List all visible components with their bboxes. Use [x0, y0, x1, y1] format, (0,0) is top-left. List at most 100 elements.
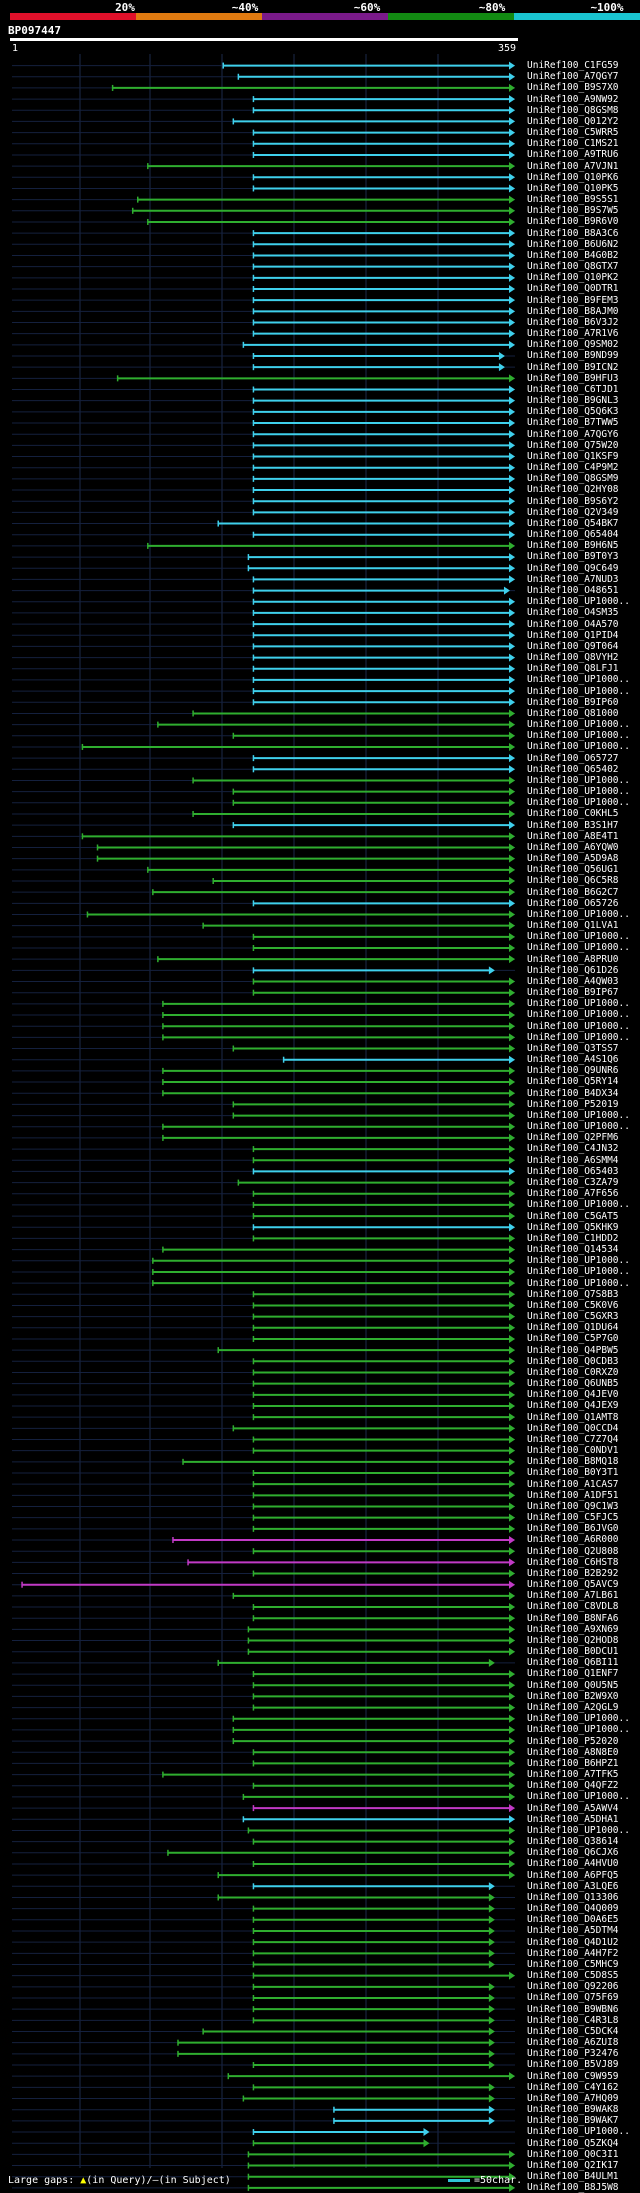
hit-label[interactable]: UniRef100_Q2IK17 — [527, 2159, 619, 2171]
hit-label[interactable]: UniRef100_B9R6V0 — [527, 216, 619, 228]
hit-label[interactable]: UniRef100_Q5ZKQ4 — [527, 2137, 619, 2149]
hit-label[interactable]: UniRef100_B9S7W5 — [527, 205, 619, 217]
hit-label[interactable]: UniRef100_Q5AVC9 — [527, 1579, 619, 1591]
hit-label[interactable]: UniRef100_Q5RY14 — [527, 1076, 619, 1088]
hit-label[interactable]: UniRef100_C3ZA79 — [527, 1177, 619, 1188]
hit-label[interactable]: UniRef100_C8VDL8 — [527, 1601, 619, 1613]
hit-label[interactable]: UniRef100_B9IP60 — [527, 696, 619, 708]
hit-label[interactable]: UniRef100_Q2HY08 — [527, 484, 619, 496]
hit-label[interactable]: UniRef100_B9FEM3 — [527, 294, 619, 306]
hit-label[interactable]: UniRef100_B9WAK8 — [527, 2104, 619, 2116]
hit-label[interactable]: UniRef100_Q1PID4 — [527, 629, 619, 641]
hit-label[interactable]: UniRef100_UP1000.. — [527, 931, 630, 943]
hit-label[interactable]: UniRef100_UP1000.. — [527, 1031, 630, 1043]
hit-label[interactable]: UniRef100_A7R1V6 — [527, 328, 619, 340]
hit-label[interactable]: UniRef100_Q92206 — [527, 1981, 619, 1993]
hit-label[interactable]: UniRef100_D0A6E5 — [527, 1914, 619, 1926]
hit-label[interactable]: UniRef100_Q14534 — [527, 1244, 619, 1256]
hit-label[interactable]: UniRef100_A2QGL9 — [527, 1701, 619, 1713]
hit-label[interactable]: UniRef100_Q56UG1 — [527, 864, 619, 876]
hit-label[interactable]: UniRef100_A1DF51 — [527, 1489, 619, 1501]
hit-label[interactable]: UniRef100_UP1000.. — [527, 1255, 630, 1267]
hit-label[interactable]: UniRef100_B9GNL3 — [527, 395, 619, 407]
hit-label[interactable]: UniRef100_Q13306 — [527, 1891, 619, 1903]
hit-label[interactable]: UniRef100_C6TJD1 — [527, 383, 619, 395]
hit-label[interactable]: UniRef100_Q4D1U2 — [527, 1936, 619, 1948]
hit-label[interactable]: UniRef100_Q2V349 — [527, 506, 619, 518]
hit-label[interactable]: UniRef100_B0DCU1 — [527, 1646, 619, 1658]
hit-label[interactable]: UniRef100_C1HDD2 — [527, 1232, 619, 1244]
hit-label[interactable]: UniRef100_UP1000.. — [527, 1791, 630, 1803]
hit-label[interactable]: UniRef100_A7HQ09 — [527, 2092, 619, 2104]
hit-label[interactable]: UniRef100_UP1000.. — [527, 1713, 630, 1725]
hit-label[interactable]: UniRef100_B9S6Y2 — [527, 495, 619, 507]
hit-label[interactable]: UniRef100_B2B292 — [527, 1567, 619, 1579]
hit-label[interactable]: UniRef100_Q7S8B3 — [527, 1288, 619, 1300]
hit-label[interactable]: UniRef100_B4ULM1 — [527, 2171, 619, 2183]
hit-label[interactable]: UniRef100_A4HVU0 — [527, 1858, 619, 1870]
hit-label[interactable]: UniRef100_C5GAT5 — [527, 1210, 619, 1222]
hit-label[interactable]: UniRef100_A4QW03 — [527, 975, 619, 987]
hit-label[interactable]: UniRef100_UP1000.. — [527, 730, 630, 742]
hit-label[interactable]: UniRef100_C4P9M2 — [527, 462, 619, 474]
hit-label[interactable]: UniRef100_A5DTM4 — [527, 1925, 619, 1937]
hit-label[interactable]: UniRef100_B2W9X0 — [527, 1690, 619, 1702]
hit-label[interactable]: UniRef100_A8E4T1 — [527, 830, 619, 842]
hit-label[interactable]: UniRef100_Q0C3I1 — [527, 2148, 619, 2160]
hit-label[interactable]: UniRef100_C0KHL5 — [527, 808, 619, 820]
hit-label[interactable]: UniRef100_C0NDV1 — [527, 1445, 619, 1457]
hit-label[interactable]: UniRef100_B6HPZ1 — [527, 1757, 619, 1769]
hit-label[interactable]: UniRef100_Q0U5N5 — [527, 1679, 619, 1691]
hit-label[interactable]: UniRef100_Q9UNR6 — [527, 1065, 619, 1077]
hit-label[interactable]: UniRef100_Q10PK6 — [527, 171, 619, 183]
hit-label[interactable]: UniRef100_C4R3L8 — [527, 2014, 619, 2026]
hit-label[interactable]: UniRef100_B9H6N5 — [527, 540, 619, 552]
hit-label[interactable]: UniRef100_A6R000 — [527, 1534, 619, 1546]
hit-label[interactable]: UniRef100_A5D9A8 — [527, 853, 619, 865]
hit-label[interactable]: UniRef100_UP1000.. — [527, 998, 630, 1010]
hit-label[interactable]: UniRef100_UP1000.. — [527, 1824, 630, 1836]
hit-label[interactable]: UniRef100_C5MHC9 — [527, 1958, 619, 1970]
hit-label[interactable]: UniRef100_B6U6N2 — [527, 238, 619, 250]
hit-label[interactable]: UniRef100_UP1000.. — [527, 1109, 630, 1121]
hit-label[interactable]: UniRef100_B9S7X0 — [527, 82, 619, 94]
hit-label[interactable]: UniRef100_Q9SM02 — [527, 339, 619, 351]
hit-label[interactable]: UniRef100_Q10PK5 — [527, 182, 619, 194]
hit-label[interactable]: UniRef100_A6ZUI8 — [527, 2037, 619, 2049]
hit-label[interactable]: UniRef100_B8AJM0 — [527, 305, 619, 317]
hit-label[interactable]: UniRef100_C4JN32 — [527, 1143, 619, 1155]
hit-label[interactable]: UniRef100_Q4PBW5 — [527, 1344, 619, 1356]
hit-label[interactable]: UniRef100_B8J5W8 — [527, 2182, 619, 2193]
hit-label[interactable]: UniRef100_A7NUD3 — [527, 573, 619, 585]
hit-label[interactable]: UniRef100_C7Z7Q4 — [527, 1433, 619, 1445]
hit-label[interactable]: UniRef100_O65727 — [527, 752, 619, 764]
hit-label[interactable]: UniRef100_C5D8S5 — [527, 1970, 619, 1982]
hit-label[interactable]: UniRef100_C5P7G0 — [527, 1333, 619, 1345]
hit-label[interactable]: UniRef100_A7TFK5 — [527, 1769, 619, 1780]
hit-label[interactable]: UniRef100_A3LQE6 — [527, 1880, 619, 1892]
hit-label[interactable]: UniRef100_P32476 — [527, 2048, 619, 2060]
hit-label[interactable]: UniRef100_Q8GSM9 — [527, 473, 619, 485]
hit-label[interactable]: UniRef100_A9NW92 — [527, 93, 619, 105]
hit-label[interactable]: UniRef100_B9WBN6 — [527, 2003, 619, 2015]
hit-label[interactable]: UniRef100_Q4JEV0 — [527, 1389, 619, 1401]
hit-label[interactable]: UniRef100_Q1AMT8 — [527, 1411, 619, 1423]
hit-label[interactable]: UniRef100_Q3TSS7 — [527, 1042, 619, 1054]
hit-label[interactable]: UniRef100_C6HST8 — [527, 1556, 619, 1568]
hit-label[interactable]: UniRef100_C5K0V6 — [527, 1299, 619, 1311]
hit-label[interactable]: UniRef100_UP1000.. — [527, 685, 630, 697]
hit-label[interactable]: UniRef100_UP1000.. — [527, 1199, 630, 1211]
hit-label[interactable]: UniRef100_O4A570 — [527, 618, 619, 630]
hit-label[interactable]: UniRef100_Q6C5R8 — [527, 875, 619, 887]
hit-label[interactable]: UniRef100_C5FJC5 — [527, 1512, 619, 1524]
hit-label[interactable]: UniRef100_UP1000.. — [527, 741, 630, 753]
hit-label[interactable]: UniRef100_Q0DTR1 — [527, 283, 619, 295]
hit-label[interactable]: UniRef100_A5AWV4 — [527, 1802, 619, 1814]
hit-label[interactable]: UniRef100_Q8VYH2 — [527, 652, 619, 663]
hit-label[interactable]: UniRef100_A6PFQ5 — [527, 1869, 619, 1881]
hit-label[interactable]: UniRef100_P52020 — [527, 1735, 619, 1747]
hit-label[interactable]: UniRef100_Q9C1W3 — [527, 1500, 619, 1512]
hit-label[interactable]: UniRef100_B9HFU3 — [527, 372, 619, 384]
hit-label[interactable]: UniRef100_B7TWW5 — [527, 417, 619, 429]
hit-label[interactable]: UniRef100_B6G2C7 — [527, 886, 619, 898]
